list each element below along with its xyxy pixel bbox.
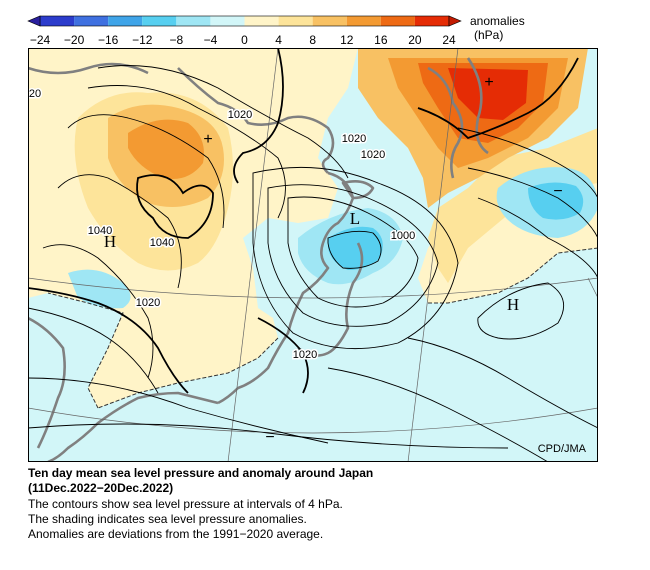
colorbar-tick-label: 12	[340, 33, 354, 47]
colorbar-left-arrow	[27, 15, 41, 27]
zero-anomaly-contour	[47, 247, 598, 409]
contour-label-1020-west-lower: 1020	[136, 297, 160, 309]
colorbar-tick-label: 0	[241, 33, 248, 47]
colorbar-tick-label: 24	[442, 33, 456, 47]
caption-anomaly-note: Anomalies are deviations from the 1991−2…	[28, 527, 324, 541]
colorbar-tick-label: −24	[30, 33, 51, 47]
high-pressure-west: H	[104, 232, 116, 251]
negative-anomaly-japan-core	[328, 226, 383, 270]
positive-anomaly-marker-north: +	[484, 74, 493, 91]
contour-label-1020-japan-north: 1020	[361, 149, 385, 161]
contour-label-1000: 1000	[391, 230, 415, 242]
contour-label-1020-northeast: 1020	[342, 133, 366, 145]
caption-shading-note: The shading indicates sea level pressure…	[28, 512, 307, 526]
contour-label-1040-center: 1040	[150, 237, 174, 249]
colorbar-ticks: −24 −20 −16 −12 −8 −4 0 4 8 12 16 20 24	[30, 33, 456, 47]
colorbar-cell	[380, 16, 415, 26]
colorbar-tick-label: 8	[309, 33, 316, 47]
legend-unit: (hPa)	[474, 28, 503, 42]
colorbar-cells	[39, 15, 450, 27]
colorbar-tick-label: −20	[64, 33, 85, 47]
legend-title: anomalies	[470, 14, 525, 28]
map-credit: CPD/JMA	[538, 443, 587, 455]
colorbar-tick-label: −8	[169, 33, 183, 47]
negative-anomaly-east-core	[528, 182, 584, 220]
colorbar-right-arrow	[448, 15, 462, 27]
colorbar-cell	[414, 16, 449, 26]
colorbar-tick-label: 20	[408, 33, 422, 47]
contour-label-20-edge: 20	[29, 88, 41, 100]
sea-level-pressure-map: 1020 1020 1020 1040 1040 1000 1020 1020 …	[28, 48, 598, 462]
isobars	[28, 65, 598, 462]
colorbar-cell	[244, 16, 279, 26]
colorbar-cell	[142, 16, 177, 26]
contour-label-1020-north: 1020	[228, 109, 252, 121]
colorbar-cell	[312, 16, 347, 26]
map-frame	[28, 48, 598, 462]
caption-title: Ten day mean sea level pressure and anom…	[28, 466, 374, 480]
coastlines	[28, 57, 489, 462]
colorbar-cell	[278, 16, 313, 26]
colorbar-cell	[176, 16, 211, 26]
colorbar-tick-label: −4	[204, 33, 218, 47]
bold-isobars	[28, 48, 579, 394]
colorbar-cell	[346, 16, 381, 26]
colorbar-tick-label: −16	[98, 33, 119, 47]
positive-anomaly-marker-west: +	[203, 131, 212, 148]
anomaly-colorbar: −24 −20 −16 −12 −8 −4 0 4 8 12 16 20 24 anomalies (h…	[27, 14, 525, 47]
caption-contours-note: The contours show sea level pressure at …	[28, 497, 343, 511]
anomaly-4-8	[74, 48, 598, 283]
colorbar-tick-label: 16	[374, 33, 388, 47]
caption-period: (11Dec.2022−20Dec.2022)	[28, 481, 174, 495]
anomaly-20-24	[448, 68, 528, 120]
graticule	[28, 48, 598, 462]
colorbar-cell	[40, 16, 75, 26]
colorbar-cell	[74, 16, 109, 26]
negative-anomaly-marker-south: −	[265, 429, 274, 446]
contour-label-1020-south: 1020	[293, 349, 317, 361]
colorbar-cell	[108, 16, 143, 26]
high-pressure-east: H	[507, 295, 519, 314]
low-pressure-japan: L	[350, 209, 360, 228]
colorbar-tick-label: −12	[132, 33, 153, 47]
colorbar-cell	[210, 16, 245, 26]
contour-label-1040-west: 1040	[88, 225, 112, 237]
negative-anomaly-marker-east: −	[553, 183, 562, 200]
colorbar-tick-label: 4	[275, 33, 282, 47]
